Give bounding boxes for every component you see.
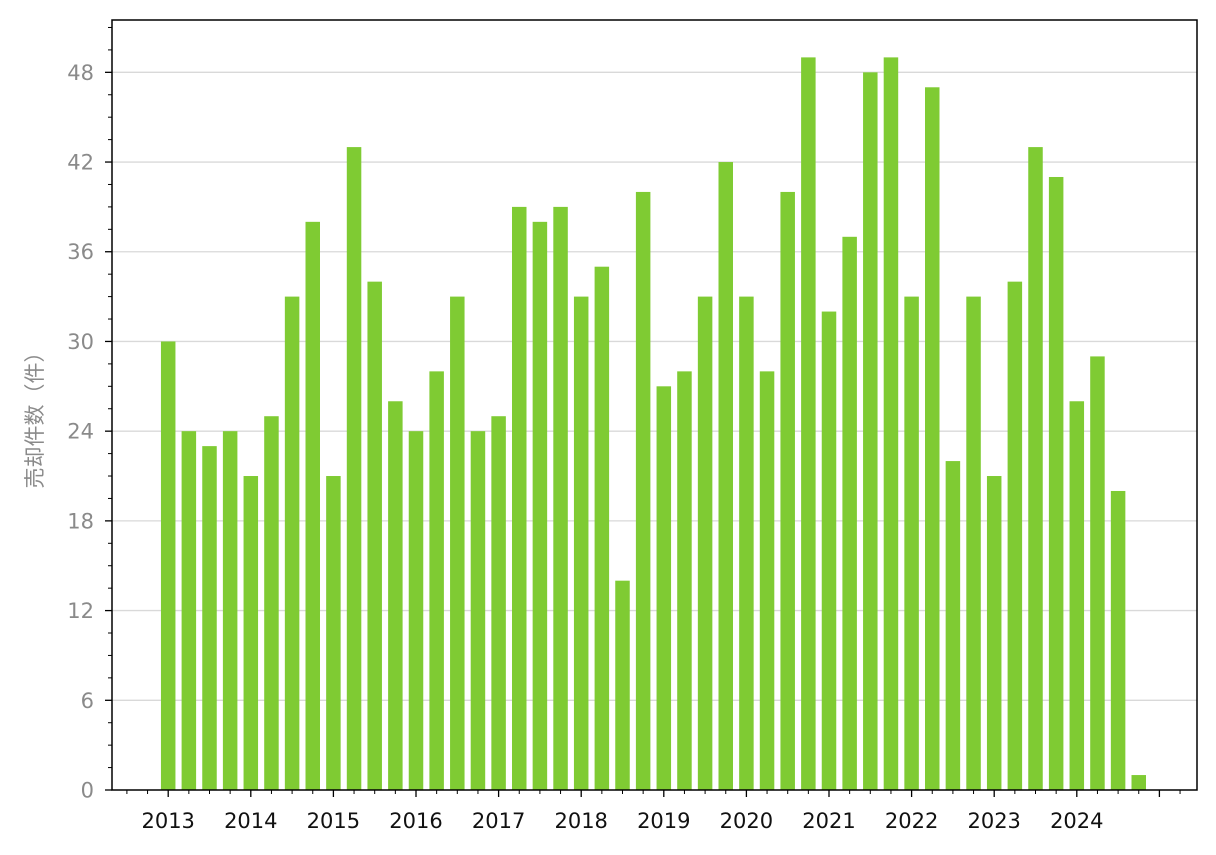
x-tick-label: 2022 — [885, 809, 938, 833]
x-tick-label: 2015 — [307, 809, 360, 833]
plot-frame — [111, 19, 1198, 791]
bar-2021-Q3 — [863, 72, 878, 790]
x-tick-label: 2017 — [472, 809, 525, 833]
bar-2021-Q2 — [842, 236, 857, 791]
y-tick-label: 30 — [67, 330, 94, 354]
bar-2020-Q2 — [759, 371, 775, 790]
bar-2014-Q3 — [284, 296, 300, 790]
x-tick-label: 2014 — [224, 809, 277, 833]
bar-2016-Q2 — [429, 371, 444, 790]
x-tick-label: 2021 — [802, 809, 855, 833]
y-tick-label: 18 — [67, 509, 94, 533]
bar-2020-Q3 — [780, 191, 795, 790]
bar-2014-Q2 — [264, 416, 279, 790]
x-tick-label: 2018 — [554, 809, 607, 833]
bar-2019-Q2 — [677, 371, 692, 790]
bar-2016-Q4 — [470, 431, 486, 790]
bar-2022-Q3 — [945, 461, 961, 790]
bar-2018-Q2 — [594, 266, 610, 790]
bar-2023-Q2 — [1007, 281, 1023, 790]
bar-2019-Q4 — [718, 162, 733, 791]
bar-2019-Q3 — [697, 296, 713, 790]
bar-2017-Q4 — [553, 206, 568, 790]
bar-2023-Q3 — [1028, 147, 1043, 791]
y-tick-label: 36 — [67, 240, 94, 264]
bar-2018-Q3 — [615, 580, 630, 790]
bar-2024-Q3 — [1110, 490, 1126, 790]
bar-2021-Q4 — [883, 57, 899, 790]
bar-2013-Q2 — [181, 431, 197, 790]
bar-2018-Q4 — [635, 191, 651, 790]
bar-2014-Q4 — [305, 221, 320, 791]
y-tick-label: 0 — [81, 779, 94, 803]
bars — [160, 57, 1146, 791]
bar-2020-Q1 — [739, 296, 754, 790]
bar-2019-Q1 — [656, 386, 672, 790]
x-tick-label: 2023 — [967, 809, 1020, 833]
bar-2024-Q2 — [1090, 356, 1105, 790]
bar-2022-Q4 — [966, 296, 981, 790]
bar-2022-Q2 — [925, 87, 940, 790]
bar-2015-Q3 — [367, 281, 382, 790]
bar-2018-Q1 — [573, 296, 589, 790]
bar-2023-Q4 — [1048, 176, 1064, 791]
y-tick-label: 42 — [67, 151, 94, 175]
x-tick-label: 2013 — [141, 809, 194, 833]
bar-2022-Q1 — [904, 296, 919, 790]
bar-2023-Q1 — [986, 476, 1002, 790]
bar-2020-Q4 — [801, 57, 816, 790]
y-axis-label: 売却件数（件） — [23, 342, 47, 489]
bar-2021-Q1 — [821, 311, 837, 790]
y-tick-label: 12 — [67, 599, 94, 623]
bar-2015-Q1 — [326, 476, 341, 790]
y-tick-label: 24 — [67, 420, 94, 444]
bar-2014-Q1 — [243, 476, 259, 790]
x-tick-label: 2016 — [389, 809, 442, 833]
bar-2013-Q4 — [222, 431, 238, 790]
bar-2016-Q3 — [450, 296, 465, 790]
x-tick-label: 2020 — [720, 809, 773, 833]
bar-2016-Q1 — [408, 431, 424, 790]
bar-2015-Q2 — [346, 147, 362, 791]
bar-2013-Q3 — [202, 446, 217, 790]
x-tick-label: 2019 — [637, 809, 690, 833]
bar-2024-Q4 — [1131, 775, 1146, 790]
axes: 0 6 12 18 24 30 36 42 48 2013 2014 2015 2016 2017 2018… — [67, 26, 1181, 833]
bar-2017-Q2 — [512, 206, 527, 790]
x-tick-label: 2024 — [1050, 809, 1103, 833]
bar-2024-Q1 — [1069, 401, 1085, 790]
y-tick-label: 48 — [67, 61, 94, 85]
bar-2013-Q1 — [160, 341, 176, 790]
bar-2015-Q4 — [388, 401, 403, 790]
bar-2017-Q1 — [491, 416, 506, 790]
y-tick-label: 6 — [81, 689, 94, 713]
bar-2017-Q3 — [532, 221, 548, 791]
